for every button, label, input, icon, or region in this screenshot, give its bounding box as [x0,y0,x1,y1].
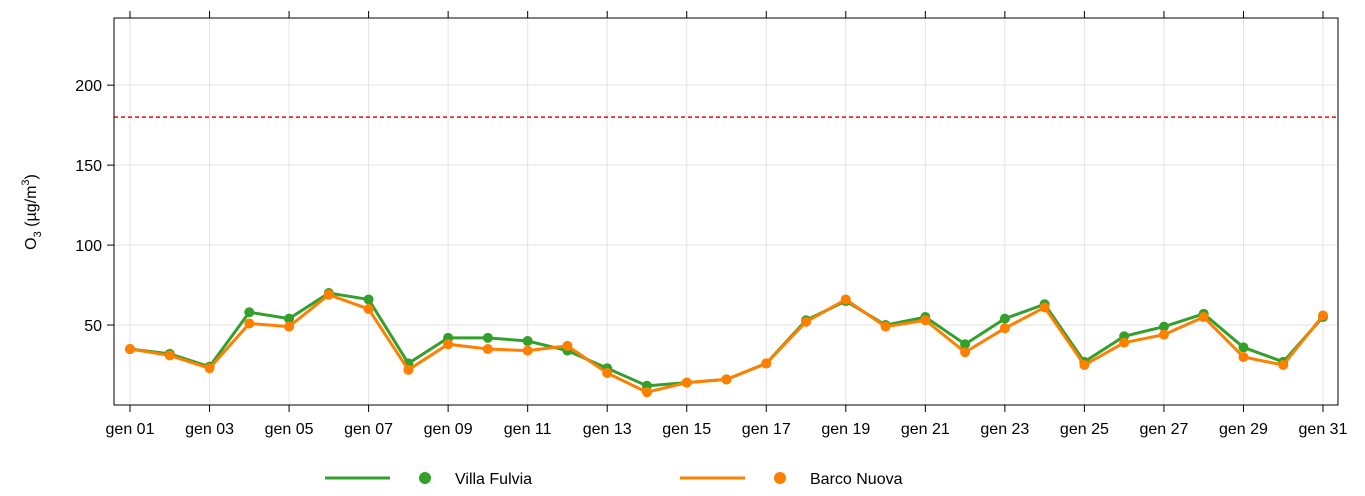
data-point [363,294,374,305]
data-point [482,344,493,355]
x-tick-label: gen 21 [901,421,950,438]
y-label-base: O [23,237,40,249]
data-point [1238,352,1249,363]
y-tick-label: 200 [75,78,102,95]
legend-marker [774,472,786,484]
data-point [125,344,135,355]
data-point [204,363,215,374]
data-point [363,304,374,315]
data-point [1119,337,1130,348]
data-point [1039,302,1050,313]
data-point [681,377,692,388]
x-tick-label: gen 01 [106,421,155,438]
data-point [522,345,533,356]
x-tick-label: gen 09 [424,421,473,438]
data-point [641,387,652,398]
data-point [602,368,613,379]
x-tick-label: gen 25 [1060,421,1109,438]
data-point [920,315,931,326]
x-tick-label: gen 07 [344,421,393,438]
y-label-sub: 3 [32,231,44,237]
data-point [164,350,175,361]
data-point [1278,360,1289,371]
data-point [284,313,295,324]
x-tick-label: gen 15 [662,421,711,438]
data-point [522,336,533,347]
data-point [1158,321,1169,332]
x-tick-label: gen 29 [1219,421,1268,438]
x-tick-label: gen 11 [504,421,552,438]
data-point [999,323,1010,334]
x-tick-label: gen 27 [1139,421,1188,438]
data-point [1079,360,1090,371]
data-point [244,318,255,329]
plot-frame [113,17,1339,406]
y-tick-label: 100 [75,238,102,255]
y-label-sup: 3 [20,179,32,185]
data-point [482,332,493,343]
data-point [761,358,772,369]
y-label-mid: (µg/m [23,186,40,232]
data-point [443,339,454,350]
y-tick-label: 150 [75,158,102,175]
legend-marker [419,472,431,484]
data-point [960,339,971,350]
legend-label: Barco Nuova [810,471,903,488]
data-point [1238,342,1249,353]
x-tick-label: gen 17 [742,421,791,438]
data-point [960,347,971,358]
data-point [403,364,414,375]
data-point [244,307,255,318]
y-label-end: ) [23,174,40,179]
data-point [562,340,573,351]
x-tick-label: gen 23 [980,421,1029,438]
y-tick-label: 50 [84,318,102,335]
data-point [323,289,334,300]
data-point [999,313,1010,324]
x-tick-label: gen 31 [1299,421,1348,438]
data-point [1198,312,1209,323]
data-point [1318,310,1328,321]
legend-label: Villa Fulvia [455,471,532,488]
data-point [284,321,295,332]
y-axis-label: O3 (µg/m3) [20,174,44,250]
x-tick-label: gen 05 [265,421,314,438]
data-point [801,316,812,327]
x-tick-label: gen 03 [185,421,234,438]
x-tick-label: gen 19 [821,421,870,438]
data-point [721,374,732,385]
data-point [1158,329,1169,340]
data-point [840,294,851,305]
data-point [880,321,891,332]
x-tick-label: gen 13 [583,421,632,438]
